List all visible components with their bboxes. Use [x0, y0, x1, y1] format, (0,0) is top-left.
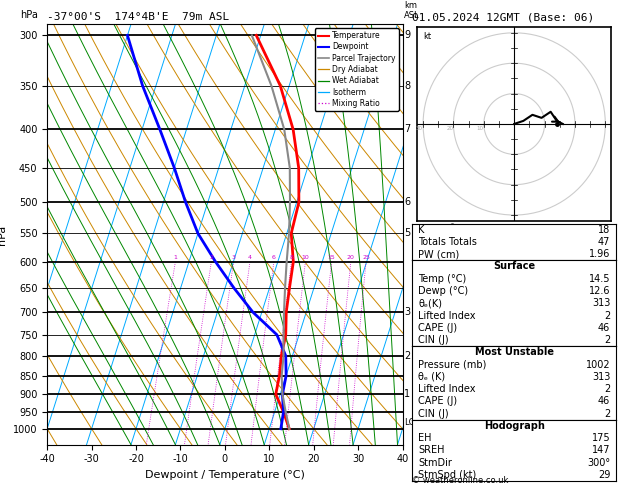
Text: θₑ(K): θₑ(K) [418, 298, 442, 308]
Text: K: K [418, 225, 425, 235]
Text: hPa: hPa [21, 10, 38, 20]
Text: SREH: SREH [418, 446, 445, 455]
Text: 2: 2 [604, 384, 610, 394]
Text: StmSpd (kt): StmSpd (kt) [418, 470, 476, 480]
Text: 3: 3 [404, 307, 411, 317]
Text: © weatheronline.co.uk: © weatheronline.co.uk [412, 476, 508, 485]
Text: 300°: 300° [587, 458, 610, 468]
Text: LCL: LCL [404, 418, 420, 427]
Text: 46: 46 [598, 397, 610, 406]
Text: 9: 9 [404, 31, 411, 40]
Text: 175: 175 [592, 433, 610, 443]
Text: 30: 30 [416, 126, 423, 131]
Text: 6: 6 [404, 197, 411, 207]
Text: EH: EH [418, 433, 431, 443]
Text: Most Unstable: Most Unstable [475, 347, 554, 357]
Text: 25: 25 [362, 255, 370, 260]
Text: Surface: Surface [493, 261, 535, 272]
Text: 12.6: 12.6 [589, 286, 610, 296]
Text: 14.5: 14.5 [589, 274, 610, 284]
Text: 18: 18 [598, 225, 610, 235]
Legend: Temperature, Dewpoint, Parcel Trajectory, Dry Adiabat, Wet Adiabat, Isotherm, Mi: Temperature, Dewpoint, Parcel Trajectory… [314, 28, 399, 111]
Text: km
ASL: km ASL [404, 0, 420, 20]
Text: Pressure (mb): Pressure (mb) [418, 360, 486, 370]
Text: 2: 2 [604, 409, 610, 418]
Text: 3: 3 [231, 255, 236, 260]
Text: Hodograph: Hodograph [484, 421, 545, 431]
X-axis label: Dewpoint / Temperature (°C): Dewpoint / Temperature (°C) [145, 470, 305, 480]
Text: 2: 2 [604, 311, 610, 321]
Text: 313: 313 [592, 372, 610, 382]
Text: 1.96: 1.96 [589, 249, 610, 259]
Text: 20: 20 [347, 255, 355, 260]
Text: 8: 8 [289, 255, 293, 260]
Text: 01.05.2024 12GMT (Base: 06): 01.05.2024 12GMT (Base: 06) [412, 12, 594, 22]
Text: Lifted Index: Lifted Index [418, 311, 476, 321]
Text: PW (cm): PW (cm) [418, 249, 459, 259]
Text: 2: 2 [209, 255, 213, 260]
Text: 313: 313 [592, 298, 610, 308]
Text: 47: 47 [598, 237, 610, 247]
Text: 147: 147 [592, 446, 610, 455]
Text: 2: 2 [604, 335, 610, 345]
Text: 1: 1 [174, 255, 177, 260]
Text: 15: 15 [328, 255, 335, 260]
Text: 6: 6 [272, 255, 276, 260]
Text: Lifted Index: Lifted Index [418, 384, 476, 394]
Text: 29: 29 [598, 470, 610, 480]
Text: CIN (J): CIN (J) [418, 409, 448, 418]
Text: CAPE (J): CAPE (J) [418, 397, 457, 406]
Text: 1: 1 [404, 389, 411, 399]
Text: 10: 10 [301, 255, 309, 260]
Text: Dewp (°C): Dewp (°C) [418, 286, 468, 296]
Text: Totals Totals: Totals Totals [418, 237, 477, 247]
Text: 8: 8 [404, 81, 411, 91]
Text: 7: 7 [404, 124, 411, 134]
Text: CAPE (J): CAPE (J) [418, 323, 457, 333]
Text: kt: kt [423, 32, 431, 41]
Text: StmDir: StmDir [418, 458, 452, 468]
Text: -37°00'S  174°4B'E  79m ASL: -37°00'S 174°4B'E 79m ASL [47, 12, 230, 22]
Text: 20: 20 [447, 126, 454, 131]
Text: 2: 2 [404, 351, 411, 361]
Text: θₑ (K): θₑ (K) [418, 372, 445, 382]
Text: Temp (°C): Temp (°C) [418, 274, 466, 284]
Text: CIN (J): CIN (J) [418, 335, 448, 345]
Text: 4: 4 [248, 255, 252, 260]
Text: Mixing Ratio (g/kg): Mixing Ratio (g/kg) [448, 195, 458, 274]
Text: 46: 46 [598, 323, 610, 333]
Text: 10: 10 [477, 126, 484, 131]
Text: 1002: 1002 [586, 360, 610, 370]
Text: 5: 5 [404, 228, 411, 239]
Y-axis label: hPa: hPa [0, 225, 8, 244]
